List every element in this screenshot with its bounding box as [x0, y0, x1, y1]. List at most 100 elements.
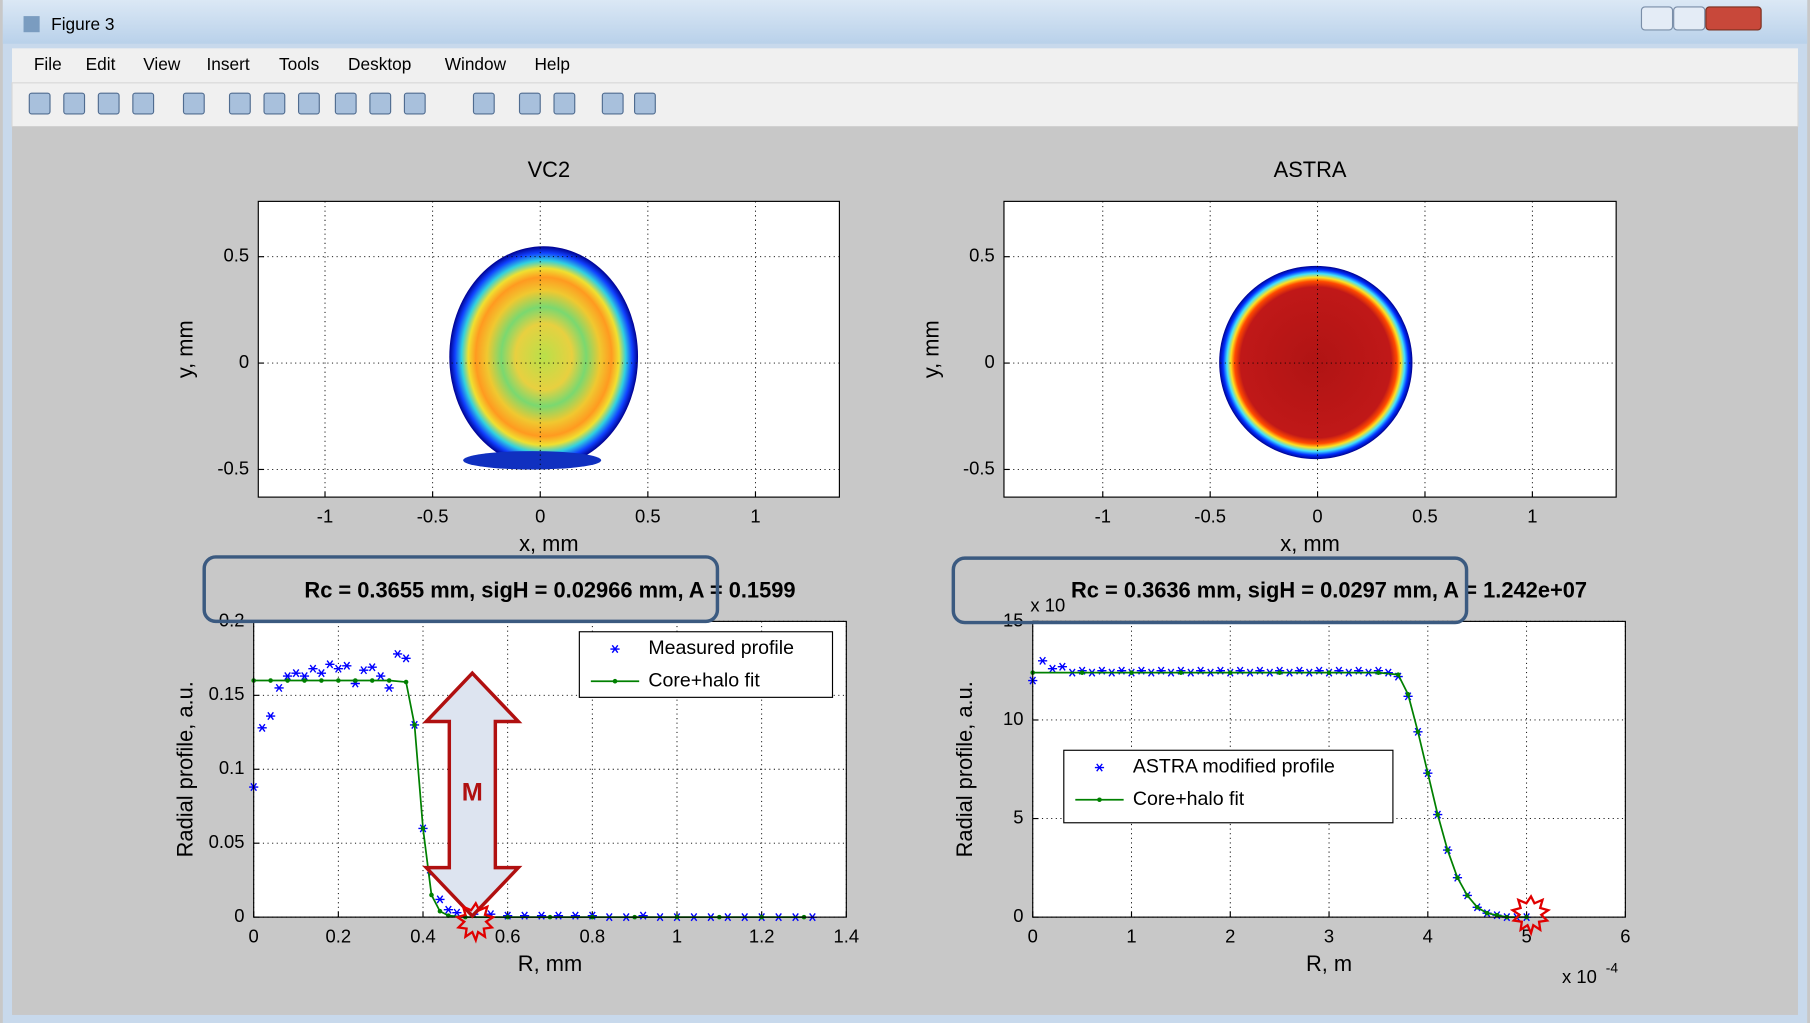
- arrow-label: M: [462, 779, 483, 807]
- x-axis-label: R, m: [1306, 951, 1352, 976]
- fit-point: [1416, 730, 1421, 735]
- fit-point: [1129, 670, 1134, 675]
- fit-point: [438, 909, 443, 914]
- menu-item[interactable]: Tools: [279, 54, 319, 74]
- fit-point: [1435, 812, 1440, 817]
- x-axis-label: x, mm: [1280, 531, 1340, 556]
- x-tick-label: 4: [1423, 926, 1433, 947]
- tool-button[interactable]: [404, 93, 425, 114]
- tool-button[interactable]: [299, 93, 320, 114]
- fit-point: [1465, 893, 1470, 898]
- fit-point: [1327, 670, 1332, 675]
- x-tick-label: 2: [1225, 926, 1235, 947]
- tool-button[interactable]: [602, 93, 623, 114]
- x-tick-label: 1: [1126, 926, 1136, 947]
- tool-button[interactable]: [230, 93, 251, 114]
- tool-button[interactable]: [133, 93, 154, 114]
- x-tick-label: -0.5: [1194, 506, 1226, 527]
- minimize-button[interactable]: [1641, 7, 1672, 30]
- tool-button[interactable]: [98, 93, 119, 114]
- menu-item[interactable]: File: [34, 54, 62, 74]
- x-tick-label: 3: [1324, 926, 1334, 947]
- beam-image: [1219, 266, 1412, 459]
- x-tick-label: 0.5: [635, 506, 661, 527]
- fit-point: [1445, 848, 1450, 853]
- x-tick-label: 0.2: [326, 926, 352, 947]
- tool-button[interactable]: [635, 93, 656, 114]
- window-icon: [24, 16, 40, 32]
- y-tick-label: -0.5: [217, 457, 249, 478]
- y-axis-label: y, mm: [173, 320, 198, 378]
- menu-item[interactable]: Desktop: [348, 54, 411, 74]
- x-tick-label: 0: [1028, 926, 1038, 947]
- x-tick-label: 0.4: [410, 926, 436, 947]
- beam-image: [449, 246, 638, 467]
- y-tick-label: 0: [1013, 905, 1023, 926]
- fit-point: [429, 893, 434, 898]
- menu-item[interactable]: View: [143, 54, 181, 74]
- page: {"window": {"title": "Figure 3", "menu":…: [0, 0, 1810, 1023]
- x-tick-label: -1: [317, 506, 333, 527]
- menu-item[interactable]: Window: [445, 54, 507, 74]
- fit-point: [1426, 771, 1431, 776]
- x-exponent-label: x 10: [1562, 966, 1597, 987]
- y-tick-label: 0.05: [209, 831, 245, 852]
- x-tick-label: 1: [750, 506, 760, 527]
- figure-window: Figure 3 -1-0.500.51-0.500.5VC2x, mmy, m…: [0, 0, 1810, 1023]
- fit-point: [285, 678, 290, 683]
- maximize-button[interactable]: [1674, 7, 1705, 30]
- fit-point: [319, 678, 324, 683]
- fit-point: [1277, 670, 1282, 675]
- y-tick-label: 0.5: [223, 245, 249, 266]
- x-tick-label: 0.5: [1412, 506, 1438, 527]
- fit-point: [1376, 670, 1381, 675]
- x-tick-label: 6: [1620, 926, 1630, 947]
- fit-point: [302, 678, 307, 683]
- close-button[interactable]: [1706, 7, 1761, 30]
- y-tick-label: 0: [234, 905, 244, 926]
- x-tick-label: -1: [1095, 506, 1111, 527]
- y-axis-label: Radial profile, a.u.: [173, 681, 198, 857]
- x-tick-label: -0.5: [417, 506, 449, 527]
- fit-point: [1475, 905, 1480, 910]
- fit-point: [336, 678, 341, 683]
- x-tick-label: 0.6: [495, 926, 521, 947]
- fit-point: [1179, 670, 1184, 675]
- fit-point: [1396, 672, 1401, 677]
- x-tick-label: 0: [535, 506, 545, 527]
- y-tick-label: -0.5: [963, 457, 995, 478]
- tool-button[interactable]: [520, 93, 541, 114]
- x-tick-label: 1: [672, 926, 682, 947]
- fit-point: [1406, 692, 1411, 697]
- tool-button[interactable]: [370, 93, 391, 114]
- legend-marker: [613, 679, 618, 684]
- menu-item[interactable]: Insert: [207, 54, 250, 74]
- chart-title: VC2: [528, 157, 571, 182]
- x-axis-label: x, mm: [519, 531, 579, 556]
- tool-button[interactable]: [264, 93, 285, 114]
- fit-point: [1485, 911, 1490, 916]
- x-tick-label: 1.2: [749, 926, 775, 947]
- tool-button[interactable]: [473, 93, 494, 114]
- menu-item[interactable]: Edit: [86, 54, 116, 74]
- y-tick-label: 10: [1003, 708, 1023, 729]
- fit-point: [404, 680, 409, 685]
- x-exponent: -4: [1606, 961, 1619, 976]
- beam-image: [463, 451, 601, 469]
- fit-point: [353, 678, 358, 683]
- tool-button[interactable]: [64, 93, 85, 114]
- tool-button[interactable]: [29, 93, 50, 114]
- y-tick-label: 0.1: [219, 757, 245, 778]
- y-tick-label: 0.5: [969, 245, 995, 266]
- legend-marker: [1097, 797, 1102, 802]
- tool-button[interactable]: [554, 93, 575, 114]
- legend-label: Measured profile: [648, 637, 794, 659]
- x-tick-label: 0.8: [580, 926, 606, 947]
- fit-point: [1455, 875, 1460, 880]
- tool-button[interactable]: [335, 93, 356, 114]
- tool-button[interactable]: [183, 93, 204, 114]
- y-tick-label: 0: [239, 351, 249, 372]
- menu-item[interactable]: Help: [534, 54, 569, 74]
- y-axis-label: y, mm: [918, 320, 943, 378]
- x-tick-label: 0: [1312, 506, 1322, 527]
